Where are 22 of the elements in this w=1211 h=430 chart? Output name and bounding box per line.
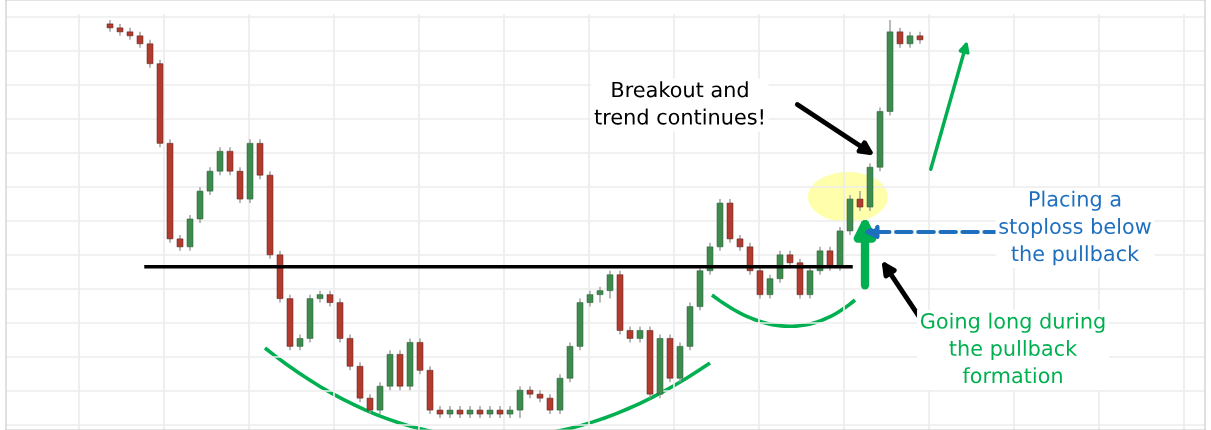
candlestick	[376, 381, 384, 415]
candlestick	[366, 393, 374, 415]
candlestick	[216, 146, 224, 176]
candlestick	[596, 285, 604, 304]
candlestick	[746, 242, 754, 276]
candlestick	[146, 39, 154, 69]
text: Placing a stoploss below the pullback	[999, 190, 1151, 266]
candlestick	[226, 146, 234, 176]
candlestick	[766, 274, 774, 300]
candlestick	[706, 242, 714, 276]
annotation: Going long during the pullback formation	[920, 312, 1105, 384]
candlestick	[546, 393, 554, 415]
candlestick	[806, 266, 814, 300]
candlestick	[856, 190, 864, 212]
candlestick	[206, 166, 214, 196]
candlestick	[516, 385, 524, 419]
candlestick	[826, 246, 834, 272]
annotation: Breakout and trend continues!	[594, 81, 763, 125]
candlestick	[606, 270, 614, 300]
candlestick	[776, 250, 784, 284]
candlestick	[896, 27, 904, 49]
candlestick	[756, 266, 764, 300]
